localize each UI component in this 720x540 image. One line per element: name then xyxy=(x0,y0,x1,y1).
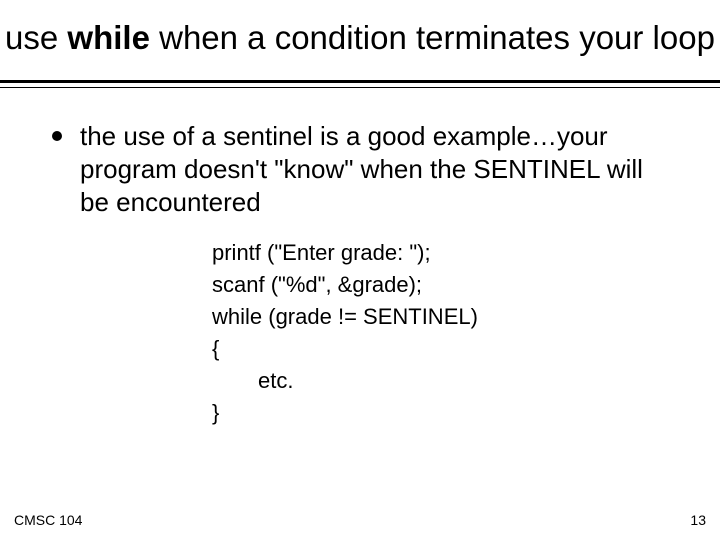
title-pre: use xyxy=(5,19,67,56)
slide-title: use while when a condition terminates yo… xyxy=(0,0,720,58)
code-line: } xyxy=(212,397,668,429)
bullet-item: the use of a sentinel is a good example…… xyxy=(52,120,668,220)
code-line: { xyxy=(212,333,668,365)
code-line: while (grade != SENTINEL) xyxy=(212,301,668,333)
title-post: when a condition terminates your loop xyxy=(150,19,715,56)
bullet-text: the use of a sentinel is a good example…… xyxy=(80,120,668,220)
horizontal-rule xyxy=(0,80,720,88)
bullet-dot-icon xyxy=(52,131,62,141)
slide: use while when a condition terminates yo… xyxy=(0,0,720,540)
footer-page-number: 13 xyxy=(690,512,706,528)
title-bold: while xyxy=(67,19,150,56)
code-line: etc. xyxy=(212,365,668,397)
code-block: printf ("Enter grade: "); scanf ("%d", &… xyxy=(212,237,668,428)
code-line: scanf ("%d", &grade); xyxy=(212,269,668,301)
footer-course: CMSC 104 xyxy=(14,512,82,528)
code-line: printf ("Enter grade: "); xyxy=(212,237,668,269)
slide-body: the use of a sentinel is a good example…… xyxy=(0,88,720,429)
